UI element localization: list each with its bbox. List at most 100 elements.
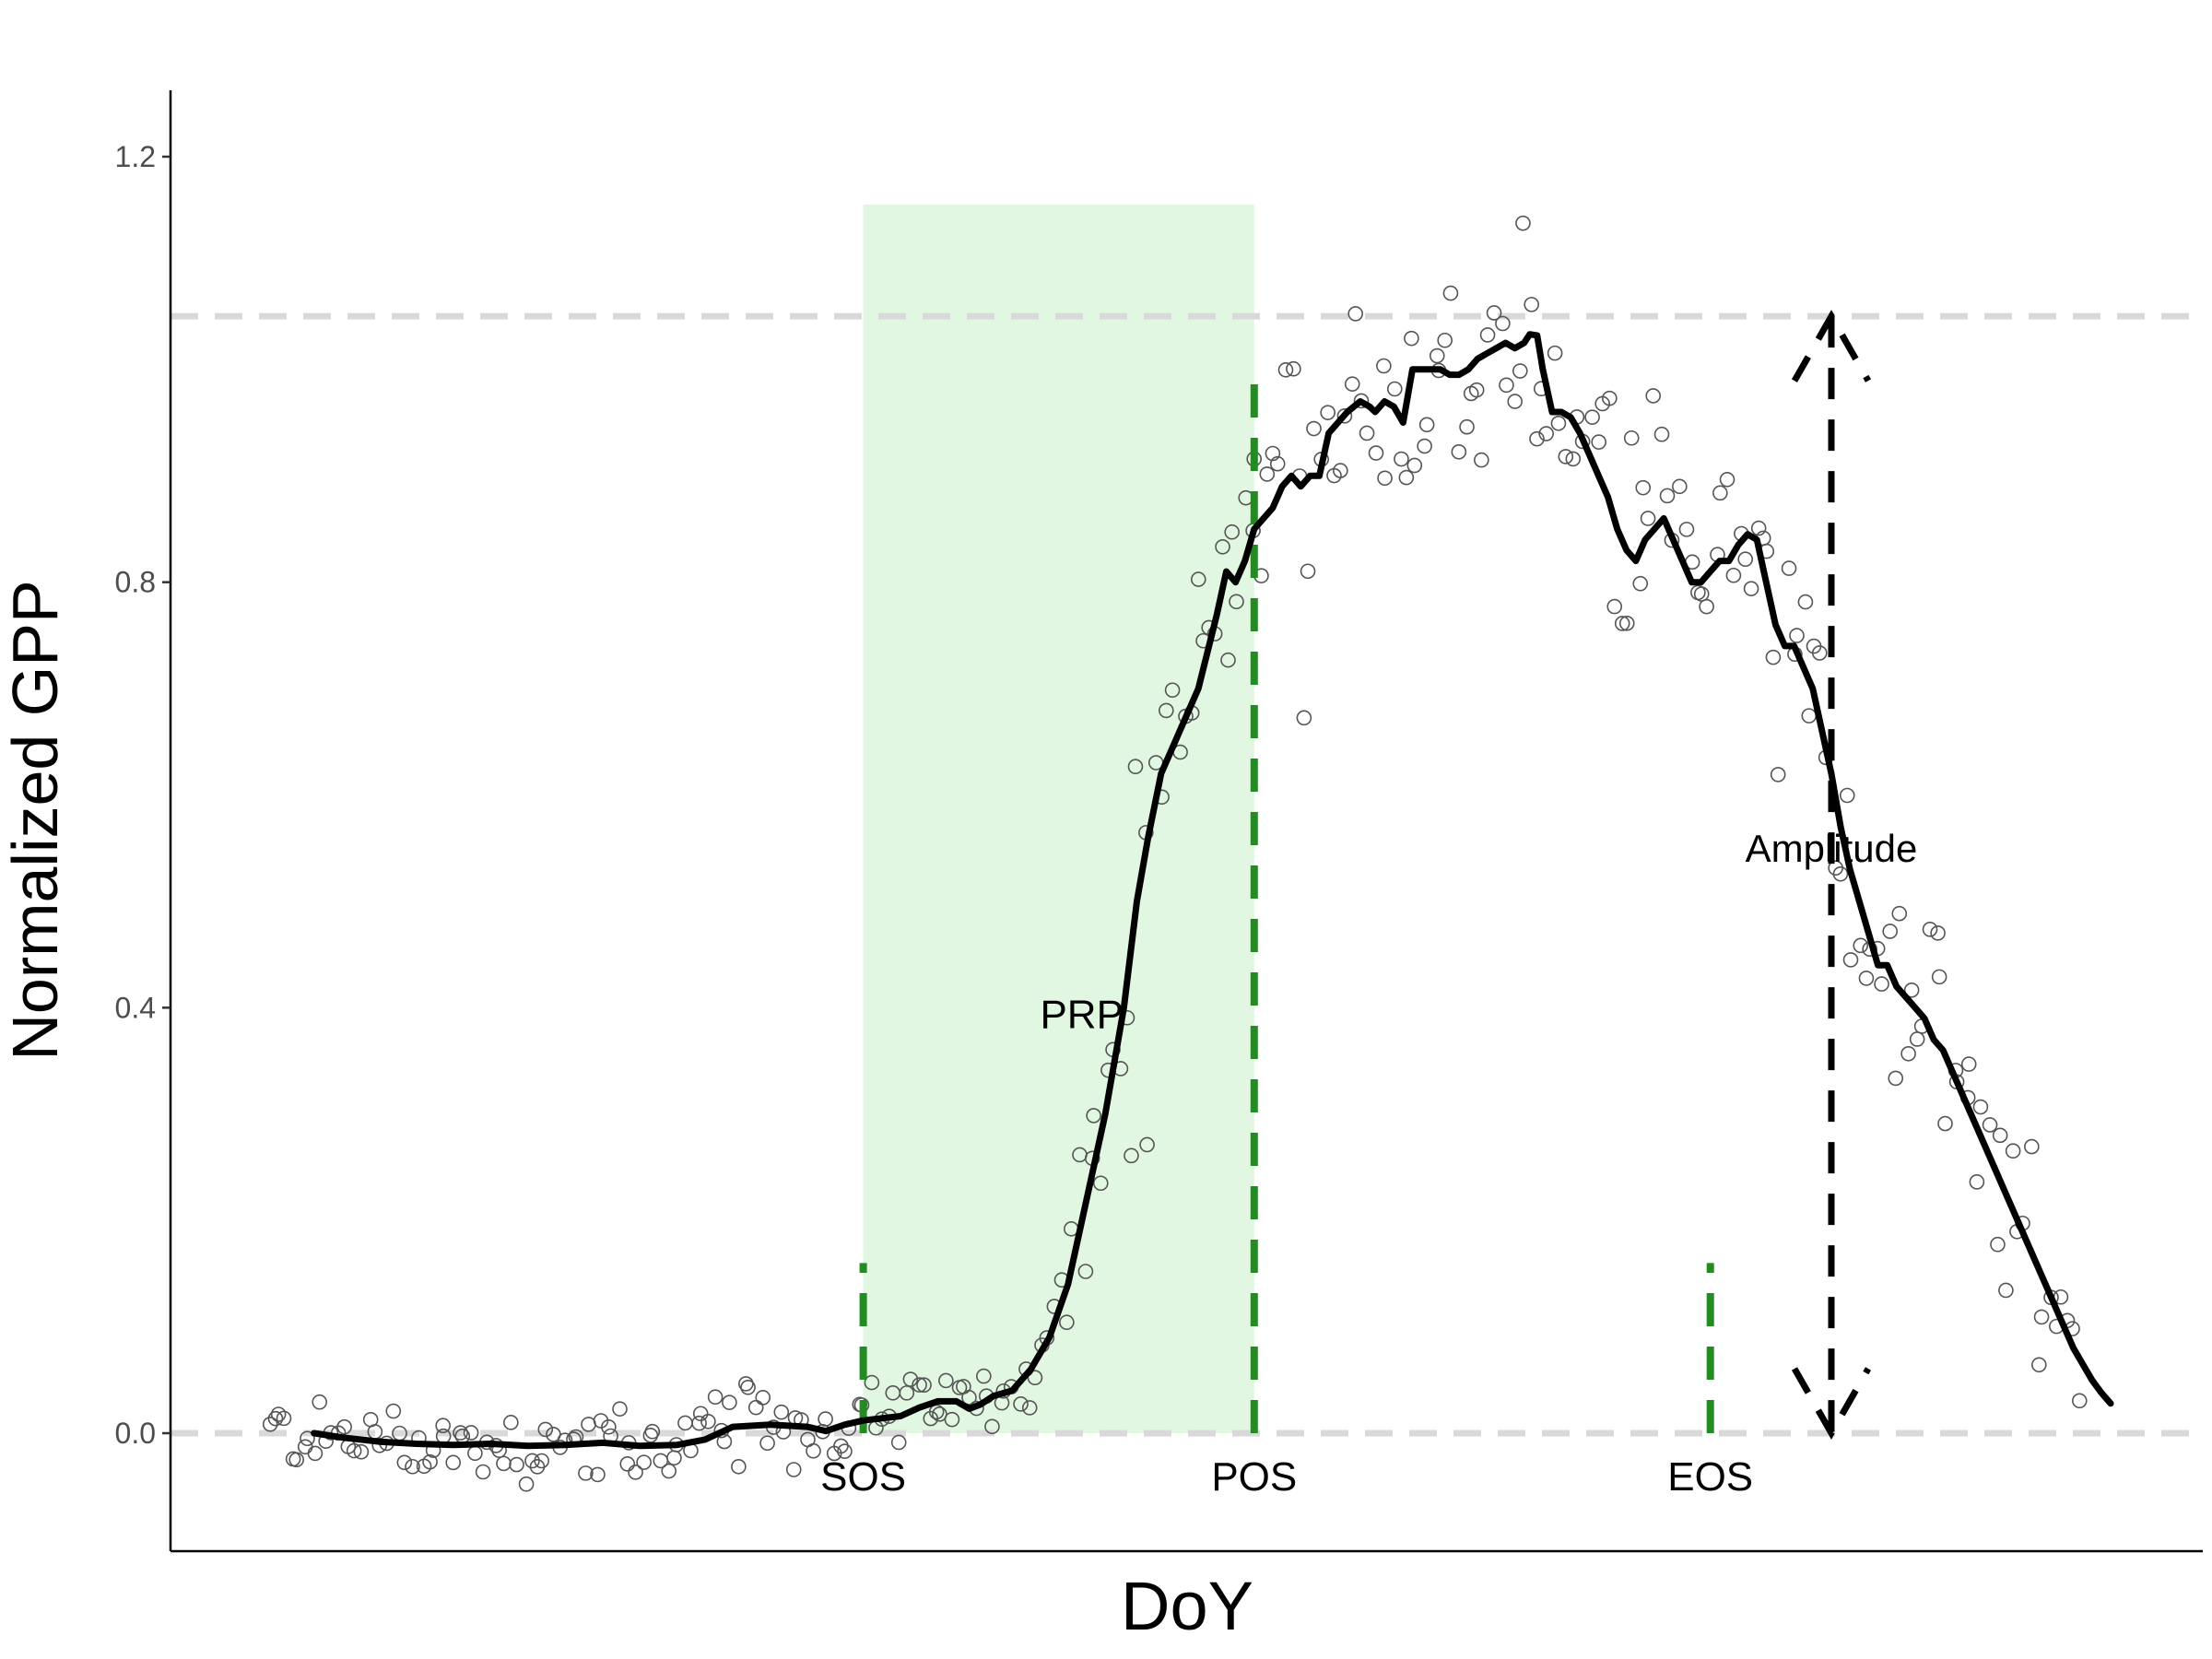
data-point — [445, 1454, 462, 1471]
data-point — [1368, 445, 1384, 461]
data-point — [1459, 418, 1475, 435]
data-point — [833, 1438, 849, 1454]
data-point — [288, 1452, 305, 1468]
data-point — [1086, 1108, 1101, 1124]
data-point — [1320, 405, 1335, 420]
data-point — [1937, 1115, 1953, 1132]
axes-layer — [169, 90, 2203, 1553]
data-point — [1797, 594, 1814, 610]
data-point — [1712, 485, 1728, 501]
data-point — [1623, 429, 1640, 446]
data-point — [267, 1410, 284, 1427]
shaded-region-layer — [863, 204, 1254, 1433]
data-point — [435, 1418, 451, 1433]
data-point — [1437, 332, 1453, 348]
data-point — [1013, 1396, 1029, 1412]
data-point — [1640, 511, 1656, 526]
data-point — [666, 1450, 682, 1466]
data-point — [1451, 443, 1467, 460]
data-point — [276, 1410, 292, 1427]
data-point — [1499, 377, 1514, 394]
data-point — [1547, 345, 1563, 361]
data-point — [984, 1418, 1000, 1435]
data-point — [1442, 285, 1459, 301]
data-point — [1224, 524, 1240, 540]
data-point — [1737, 551, 1754, 568]
smoothed-line-layer — [311, 331, 2114, 1450]
data-point — [1524, 297, 1539, 312]
data-point — [1558, 449, 1574, 465]
data-point — [1982, 1117, 1998, 1133]
data-point — [902, 1371, 919, 1387]
data-point — [1909, 1031, 1925, 1047]
data-point — [759, 1435, 775, 1452]
data-point — [1842, 952, 1859, 968]
data-point — [1839, 787, 1855, 804]
data-point — [534, 1453, 549, 1469]
data-point — [636, 1454, 652, 1470]
data-point — [1353, 393, 1370, 409]
data-point — [1515, 215, 1531, 231]
prp-shaded-region — [863, 204, 1254, 1433]
data-point — [1486, 305, 1502, 321]
data-point — [1765, 649, 1782, 665]
data-point — [467, 1445, 483, 1462]
data-point — [938, 1372, 954, 1389]
y-tick-label: 0.4 — [115, 991, 156, 1024]
data-point — [700, 1413, 716, 1430]
data-point — [890, 1434, 907, 1451]
data-point — [612, 1401, 628, 1417]
data-point — [1507, 394, 1524, 409]
data-point — [707, 1389, 724, 1406]
data-point — [1215, 538, 1230, 555]
data-point — [785, 1462, 802, 1477]
data-point — [1127, 759, 1144, 775]
data-point — [2071, 1393, 2088, 1409]
data-point — [1386, 381, 1403, 397]
data-point — [932, 1406, 947, 1422]
data-point — [262, 1416, 278, 1432]
data-point — [1550, 415, 1567, 431]
data-point — [503, 1415, 519, 1430]
data-point — [806, 1442, 821, 1459]
data-point — [1632, 575, 1649, 592]
data-point — [1972, 1099, 1989, 1115]
data-point — [1874, 976, 1889, 992]
data-point — [1584, 409, 1600, 425]
data-point — [1591, 434, 1606, 450]
data-point — [1344, 376, 1360, 392]
y-axis-title: Normalized GPP — [0, 580, 71, 1060]
data-point — [1645, 388, 1661, 404]
data-point — [1259, 466, 1276, 482]
data-point — [1229, 594, 1244, 610]
data-point — [1653, 426, 1670, 442]
y-tick-label: 0.0 — [115, 1417, 156, 1450]
data-point — [1077, 1264, 1094, 1279]
data-point — [1418, 417, 1435, 433]
data-point — [475, 1464, 491, 1480]
data-point — [307, 1445, 324, 1462]
data-point — [1998, 1282, 2014, 1299]
data-point — [537, 1421, 554, 1438]
data-point — [1529, 430, 1545, 447]
data-point — [396, 1454, 413, 1471]
data-point — [1903, 982, 1920, 998]
data-point — [1832, 865, 1849, 882]
data-point — [1659, 488, 1676, 504]
data-point — [1277, 362, 1294, 378]
data-point — [677, 1415, 693, 1431]
data-point — [270, 1406, 287, 1422]
data-point — [1269, 455, 1286, 472]
data-point — [1538, 426, 1554, 441]
data-point — [1992, 1127, 2008, 1144]
data-point — [1853, 937, 1869, 954]
data-point — [1565, 451, 1582, 467]
data-point — [1743, 581, 1759, 596]
data-point — [518, 1476, 535, 1492]
data-point — [1021, 1400, 1038, 1416]
data-point — [385, 1403, 402, 1419]
data-point — [1900, 1045, 1916, 1062]
data-point — [578, 1465, 594, 1481]
